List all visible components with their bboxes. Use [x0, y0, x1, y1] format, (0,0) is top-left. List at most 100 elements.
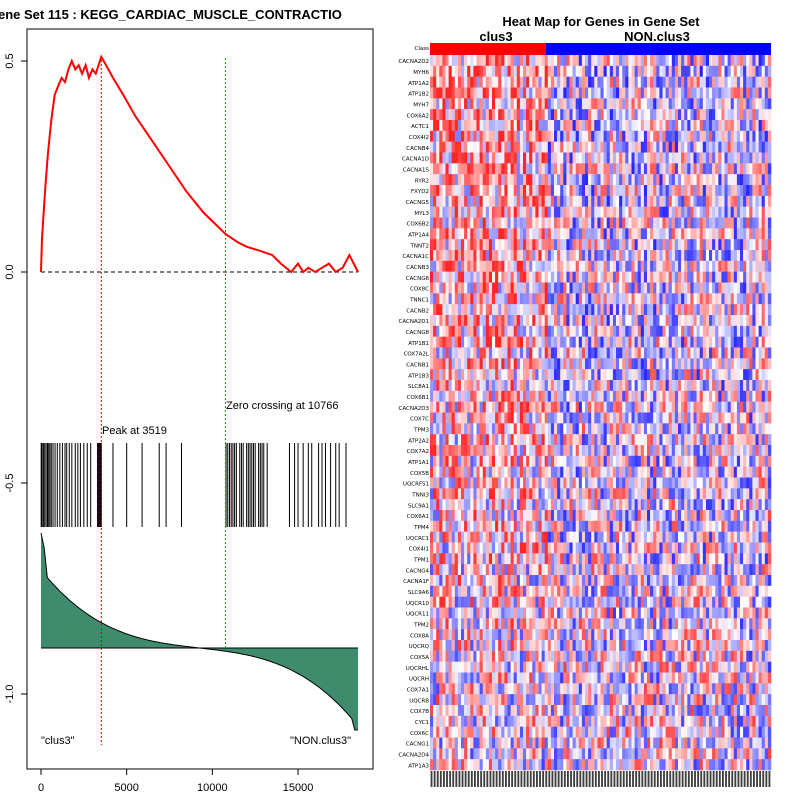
heatmap-cell: [668, 369, 673, 381]
heatmap-cell: [461, 239, 465, 251]
heatmap-cell: [647, 239, 651, 251]
heatmap-cell: [606, 423, 611, 435]
heatmap-cell: [581, 282, 586, 294]
heatmap-cell: [656, 390, 660, 402]
heatmap-cell: [591, 488, 595, 500]
heatmap-cell: [532, 98, 536, 110]
heatmap-cell: [488, 304, 493, 316]
heatmap-cell: [504, 152, 508, 164]
heatmap-cell: [560, 336, 564, 348]
heatmap-cell: [684, 260, 688, 272]
heatmap-cell: [495, 55, 499, 67]
heatmap-cell: [730, 163, 735, 175]
heatmap-cell: [693, 434, 697, 446]
heatmap-cell: [482, 130, 487, 142]
heatmap-cell: [755, 271, 759, 283]
heatmap-cell: [482, 520, 487, 532]
heatmap-cell: [684, 239, 688, 251]
heatmap-cell: [445, 401, 449, 413]
heatmap-cell: [507, 531, 511, 543]
heatmap-cell: [702, 304, 707, 316]
heatmap-cell: [746, 358, 750, 370]
heatmap-cell: [504, 260, 508, 272]
heatmap-cell: [634, 282, 638, 294]
heatmap-cell: [721, 336, 725, 348]
heatmap-cell: [566, 520, 570, 532]
heatmap-cell: [705, 55, 710, 67]
heatmap-cell: [498, 401, 502, 413]
heatmap-cell: [532, 65, 536, 77]
heatmap-cell: [550, 217, 555, 229]
heatmap-cell: [693, 174, 697, 186]
heatmap-cell: [513, 260, 518, 272]
heatmap-cell: [752, 120, 756, 132]
heatmap-cell: [665, 304, 669, 316]
heatmap-cell: [749, 163, 753, 175]
heatmap-cell: [467, 120, 471, 132]
heatmap-cell: [650, 65, 654, 77]
heatmap-cell: [696, 98, 700, 110]
heatmap-cell: [476, 325, 480, 337]
heatmap-cell: [612, 120, 617, 132]
heatmap-cell: [659, 163, 663, 175]
heatmap-cell: [451, 163, 456, 175]
heatmap-cell: [479, 239, 483, 251]
heatmap-cell: [541, 206, 545, 218]
heatmap-cell: [501, 401, 505, 413]
heatmap-cell: [678, 130, 682, 142]
heatmap-cell: [479, 434, 483, 446]
heatmap-cell: [575, 65, 580, 77]
heatmap-cell: [625, 163, 629, 175]
heatmap-cell: [702, 141, 707, 153]
heatmap-cell: [572, 466, 576, 478]
heatmap-cell: [457, 499, 462, 511]
heatmap-cell: [547, 120, 552, 132]
heatmap-cell: [585, 466, 589, 478]
heatmap-cell: [668, 163, 673, 175]
heatmap-cell: [699, 130, 704, 142]
heatmap-cell: [501, 477, 505, 489]
heatmap-cell: [746, 152, 750, 164]
heatmap-cell: [721, 466, 725, 478]
heatmap-cell: [581, 195, 586, 207]
heatmap-cell: [690, 423, 694, 435]
heatmap-cell: [767, 87, 772, 99]
heatmap-cell: [436, 130, 440, 142]
heatmap-cell: [485, 239, 490, 251]
heatmap-cell: [628, 239, 632, 251]
heatmap-cell: [764, 152, 769, 164]
heatmap-cell: [724, 282, 728, 294]
heatmap-cell: [622, 412, 626, 424]
heatmap-cell: [699, 228, 704, 240]
heatmap-cell: [467, 445, 471, 457]
heatmap-cell: [504, 434, 508, 446]
heatmap-cell: [591, 141, 595, 153]
heatmap-cell: [488, 109, 493, 121]
heatmap-cell: [727, 65, 731, 77]
heatmap-cell: [557, 325, 561, 337]
heatmap-cell: [451, 174, 456, 186]
heatmap-cell: [659, 445, 663, 457]
heatmap-cell: [674, 380, 679, 392]
heatmap-cell: [733, 434, 738, 446]
heatmap-cell: [597, 412, 601, 424]
heatmap-cell: [637, 282, 642, 294]
heatmap-cell: [709, 228, 713, 240]
heatmap-cell: [569, 185, 573, 197]
heatmap-cell: [727, 239, 731, 251]
heatmap-cell: [628, 228, 632, 240]
heatmap-cell: [519, 271, 524, 283]
heatmap-cell: [749, 152, 753, 164]
heatmap-cell: [656, 185, 660, 197]
heatmap-cell: [507, 325, 511, 337]
heatmap-cell: [467, 87, 471, 99]
heatmap-cell: [588, 271, 592, 283]
heatmap-cell: [557, 380, 561, 392]
heatmap-cell: [665, 380, 669, 392]
heatmap-cell: [712, 130, 716, 142]
heatmap-cell: [436, 98, 440, 110]
heatmap-cell: [659, 174, 663, 186]
heatmap-cell: [755, 282, 759, 294]
heatmap-cell: [467, 488, 471, 500]
